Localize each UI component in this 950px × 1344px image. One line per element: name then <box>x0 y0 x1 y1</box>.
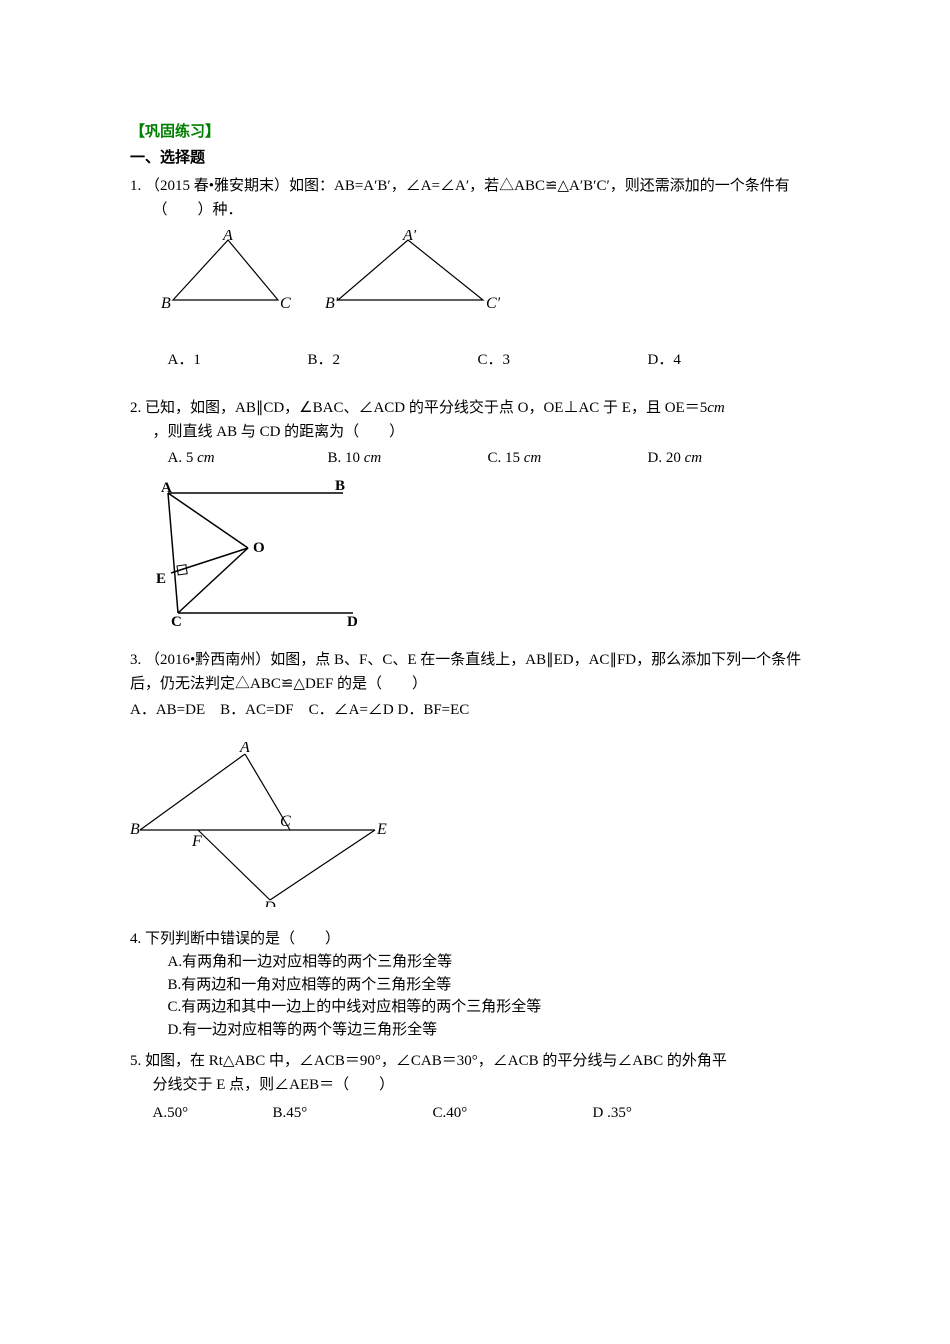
q5-optD: D .35° <box>593 1101 632 1125</box>
label-A: A <box>222 230 233 244</box>
label-B2: B′ <box>325 295 339 312</box>
label-C: C <box>280 295 291 312</box>
q4-optB: B.有两边和一角对应相等的两个三角形全等 <box>168 974 821 997</box>
q3-figure: A B F C E D <box>130 742 820 915</box>
q3-label-F: F <box>191 833 202 850</box>
q2-label-B: B <box>335 478 345 494</box>
question-5: 5. 如图，在 Rt△ABC 中，∠ACB＝90°，∠CAB＝30°，∠ACB … <box>130 1049 820 1125</box>
q3-options: A．AB=DE B．AC=DF C．∠A=∠D D．BF=EC <box>130 698 820 722</box>
q1-optC: C．3 <box>478 348 648 372</box>
q1-figure: A B C A′ B′ C′ <box>153 230 821 328</box>
q4-optA: A.有两角和一边对应相等的两个三角形全等 <box>168 951 821 974</box>
section-one-header: 一、选择题 <box>130 146 820 170</box>
question-3: 3. （2016•黔西南州）如图，点 B、F、C、E 在一条直线上，AB∥ED，… <box>130 648 820 915</box>
q5-line2: 分线交于 E 点，则∠AEB＝（ ） <box>130 1073 820 1097</box>
q3-label-C: C <box>280 813 291 830</box>
q5-optA: A.50° <box>153 1101 273 1125</box>
q5-body-line1: 如图，在 Rt△ABC 中，∠ACB＝90°，∠CAB＝30°，∠ACB 的平分… <box>145 1053 727 1069</box>
q2-optA: A. 5 cm <box>168 446 328 470</box>
q5-optB: B.45° <box>273 1101 433 1125</box>
q5-num: 5. <box>130 1053 141 1069</box>
q4-options: A.有两角和一边对应相等的两个三角形全等 B.有两边和一角对应相等的两个三角形全… <box>130 951 820 1041</box>
practice-header: 【巩固练习】 <box>130 120 820 144</box>
question-1: 1. （2015 春•雅安期末）如图：AB=A′B′，∠A=∠A′，若△ABC≌… <box>130 174 820 372</box>
q3-label-B: B <box>130 821 140 838</box>
q2-label-C: C <box>171 614 182 628</box>
q2-label-O: O <box>253 540 265 556</box>
q2-text: 2. 已知，如图，AB∥CD，∠BAC、∠ACD 的平分线交于点 O，OE⊥AC… <box>130 396 820 420</box>
q2-optD: D. 20 cm <box>648 446 703 470</box>
q1-optD: D．4 <box>648 348 681 372</box>
q2-label-E: E <box>156 571 166 587</box>
page-content: 【巩固练习】 一、选择题 1. （2015 春•雅安期末）如图：AB=A′B′，… <box>0 0 950 1193</box>
q2-optB: B. 10 cm <box>328 446 488 470</box>
q2-options: A. 5 cm B. 10 cm C. 15 cm D. 20 cm <box>130 446 820 470</box>
q1-optA: A．1 <box>168 348 308 372</box>
q4-body: 下列判断中错误的是（ ） <box>145 931 340 947</box>
q2-line2: ，则直线 AB 与 CD 的距离为（ ） <box>130 420 820 444</box>
q5-options: A.50° B.45° C.40° D .35° <box>130 1101 820 1125</box>
q4-num: 4. <box>130 931 141 947</box>
q1-num: 1. <box>130 178 141 194</box>
q2-unit1: cm <box>707 400 725 416</box>
q3-text: 3. （2016•黔西南州）如图，点 B、F、C、E 在一条直线上，AB∥ED，… <box>130 648 820 696</box>
q4-text: 4. 下列判断中错误的是（ ） <box>130 927 820 951</box>
label-B: B <box>161 295 171 312</box>
q5-body-line2: 分线交于 E 点，则∠AEB＝（ ） <box>153 1077 395 1093</box>
q5-optC: C.40° <box>433 1101 593 1125</box>
q3-label-A: A <box>239 742 250 756</box>
question-2: 2. 已知，如图，AB∥CD，∠BAC、∠ACD 的平分线交于点 O，OE⊥AC… <box>130 396 820 636</box>
q3-label-E: E <box>376 821 387 838</box>
q4-optC: C.有两边和其中一边上的中线对应相等的两个三角形全等 <box>168 996 821 1019</box>
q4-optD: D.有一边对应相等的两个等边三角形全等 <box>168 1019 821 1042</box>
q1-optB: B．2 <box>308 348 478 372</box>
label-A2: A′ <box>402 230 417 244</box>
q1-options: A．1 B．2 C．3 D．4 <box>130 348 820 372</box>
q1-body: （2015 春•雅安期末）如图：AB=A′B′，∠A=∠A′，若△ABC≌△A′… <box>145 178 790 218</box>
q3-label-D: D <box>263 899 276 907</box>
q3-num: 3. <box>130 652 141 668</box>
question-4: 4. 下列判断中错误的是（ ） A.有两角和一边对应相等的两个三角形全等 B.有… <box>130 927 820 1041</box>
label-C2: C′ <box>486 295 501 312</box>
q1-text: 1. （2015 春•雅安期末）如图：AB=A′B′，∠A=∠A′，若△ABC≌… <box>130 174 820 222</box>
q2-num: 2. <box>130 400 141 416</box>
q3-body: （2016•黔西南州）如图，点 B、F、C、E 在一条直线上，AB∥ED，AC∥… <box>130 652 801 692</box>
q2-label-A: A <box>161 480 172 496</box>
q5-text: 5. 如图，在 Rt△ABC 中，∠ACB＝90°，∠CAB＝30°，∠ACB … <box>130 1049 820 1073</box>
q2-optC: C. 15 cm <box>488 446 648 470</box>
q2-figure: A B C D E O <box>153 478 821 636</box>
q2-label-D: D <box>347 614 358 628</box>
q2-body-line2: ，则直线 AB 与 CD 的距离为（ ） <box>153 424 405 440</box>
q2-body-line1: 已知，如图，AB∥CD，∠BAC、∠ACD 的平分线交于点 O，OE⊥AC 于 … <box>145 400 707 416</box>
